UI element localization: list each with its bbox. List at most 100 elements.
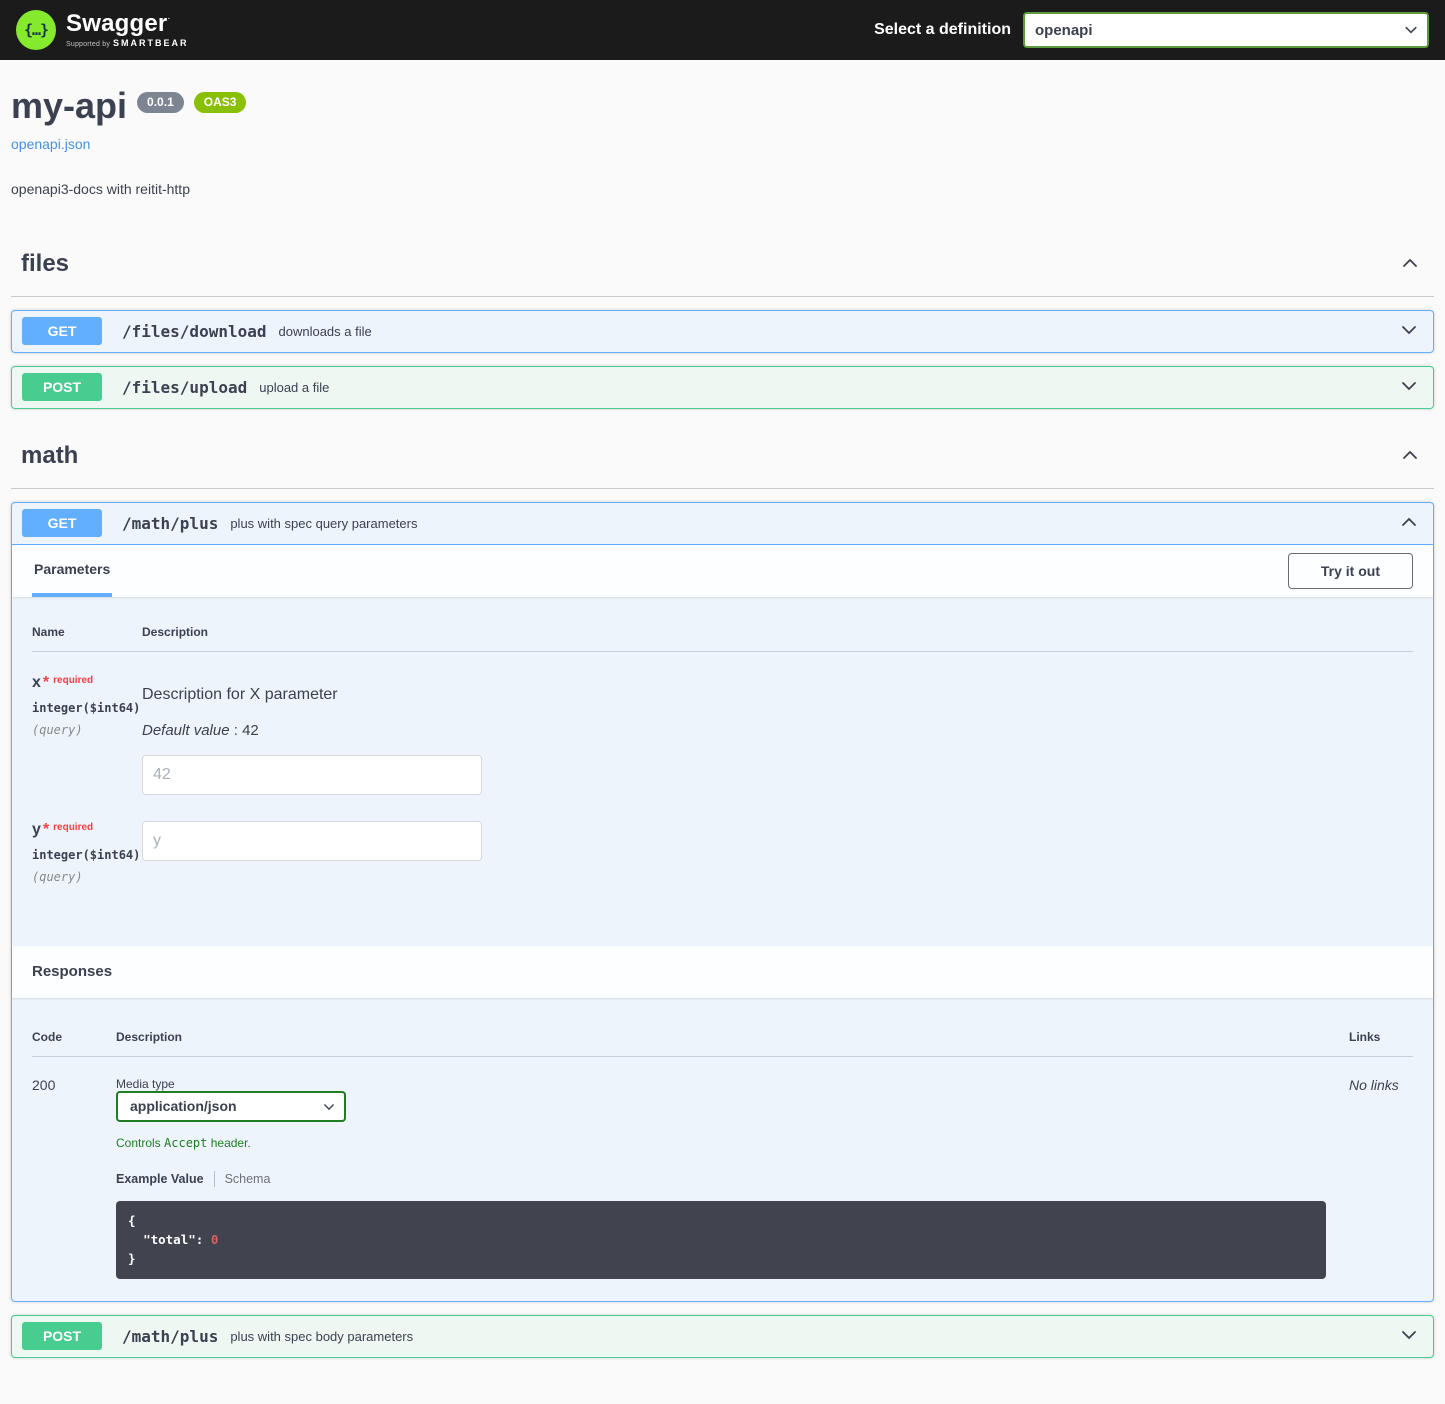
parameter-row-x: x * required integer($int64) (query) Descr… — [32, 652, 1413, 795]
select-definition-label: Select a definition — [874, 21, 1011, 38]
parameter-x-input[interactable] — [142, 754, 482, 795]
parameter-location: (query) — [32, 722, 83, 737]
chevron-down-icon — [1399, 320, 1419, 343]
opblock-summary-get-files-download[interactable]: GET /files/download downloads a file — [12, 311, 1433, 352]
operation-path[interactable]: /files/download — [122, 321, 267, 341]
operation-body: Parameters Try it out Name Description x… — [12, 544, 1433, 1301]
parameter-y-input[interactable] — [142, 820, 482, 861]
section-files: files GET /files/download downloads a fi… — [11, 249, 1434, 409]
column-header-code: Code — [32, 1029, 62, 1044]
method-badge-post: POST — [22, 1322, 102, 1351]
api-info: my-api 0.0.1 OAS3 openapi.json openapi3-… — [11, 60, 1434, 197]
supported-by-text: Supported by SMARTBEAR — [66, 37, 189, 48]
chevron-up-icon — [1399, 512, 1419, 535]
response-code: 200 — [32, 1076, 56, 1093]
parameter-name-cell: y * required integer($int64) (query) — [32, 821, 142, 884]
spec-link[interactable]: openapi.json — [11, 135, 91, 152]
required-label: required — [53, 674, 94, 686]
column-header-links: Links — [1349, 1029, 1381, 1044]
chevron-up-icon — [1400, 445, 1420, 468]
oas3-badge: OAS3 — [193, 92, 247, 113]
swagger-brand-text: Swagger — [66, 10, 168, 38]
opblock-post-math-plus: POST /math/plus plus with spec body para… — [11, 1314, 1434, 1358]
chevron-up-icon — [1400, 253, 1420, 276]
swagger-logo-link[interactable]: {…} Swagger. Supported by SMARTBEAR — [16, 10, 189, 50]
swagger-logo-icon: {…} — [16, 10, 56, 50]
page-title: my-api 0.0.1 OAS3 — [11, 86, 1434, 126]
collapse-files-button[interactable] — [1396, 249, 1424, 280]
chevron-down-icon — [1399, 376, 1419, 399]
json-number-value: 0 — [210, 1231, 219, 1247]
column-header-name: Name — [32, 624, 65, 639]
tab-example-value[interactable]: Example Value — [116, 1171, 204, 1186]
parameter-name: x — [32, 673, 41, 691]
main-content: my-api 0.0.1 OAS3 openapi.json openapi3-… — [0, 60, 1445, 1382]
example-schema-tabs: Example Value Schema — [116, 1170, 1349, 1187]
column-header-description: Description — [142, 624, 209, 639]
parameter-default-value: Default value : 42 — [142, 721, 259, 739]
method-badge-get: GET — [22, 509, 102, 538]
operation-summary: plus with spec query parameters — [230, 515, 418, 531]
opblock-summary-post-files-upload[interactable]: POST /files/upload upload a file — [12, 367, 1433, 408]
opblock-summary-get-math-plus[interactable]: GET /math/plus plus with spec query para… — [12, 503, 1433, 545]
parameter-description: Description for X parameter — [142, 685, 338, 703]
try-it-out-button[interactable]: Try it out — [1287, 552, 1413, 589]
media-type-label: Media type — [116, 1076, 175, 1091]
opblock-get-math-plus: GET /math/plus plus with spec query para… — [11, 501, 1434, 1302]
api-description: openapi3-docs with reitit-http — [11, 180, 190, 197]
response-row-200: 200 Media type application/json — [32, 1057, 1413, 1279]
swagger-trademark: . — [167, 11, 171, 23]
responses-table: Code Description Links 200 Media type ap… — [12, 998, 1433, 1301]
definition-select[interactable]: openapi — [1023, 12, 1429, 48]
collapse-operation-button[interactable] — [1395, 508, 1423, 539]
expand-operation-button[interactable] — [1395, 372, 1423, 403]
api-title-text: my-api — [11, 85, 128, 126]
operation-summary: upload a file — [259, 379, 330, 395]
parameter-name-cell: x * required integer($int64) (query) — [32, 674, 142, 795]
response-description-cell: Media type application/json Controls Acc… — [116, 1077, 1349, 1279]
no-links-text: No links — [1349, 1076, 1399, 1093]
topbar: {…} Swagger. Supported by SMARTBEAR Selec… — [0, 0, 1445, 60]
tab-schema[interactable]: Schema — [224, 1171, 271, 1186]
parameters-header: Parameters Try it out — [12, 544, 1433, 597]
parameters-table: Name Description x * required integer($int… — [12, 597, 1433, 946]
method-badge-get: GET — [22, 317, 102, 346]
parameter-location: (query) — [32, 869, 83, 884]
section-math: math GET /math/plus plus with spec query… — [11, 441, 1434, 1358]
media-type-select[interactable]: application/json — [116, 1090, 346, 1122]
section-files-title: files — [21, 250, 70, 278]
example-value-code-block: { "total": 0 } — [116, 1200, 1326, 1279]
operation-summary: downloads a file — [278, 323, 372, 339]
smartbear-wordmark: SMARTBEAR — [113, 37, 189, 48]
parameter-type: integer($int64) — [32, 847, 141, 862]
column-header-description: Description — [116, 1029, 183, 1044]
version-badge: 0.0.1 — [137, 92, 184, 113]
tab-parameters[interactable]: Parameters — [32, 545, 113, 597]
required-asterisk: * — [42, 673, 50, 691]
section-math-header[interactable]: math — [11, 441, 1434, 489]
collapse-math-button[interactable] — [1396, 441, 1424, 472]
parameter-description-cell: Description for X parameter Default valu… — [142, 674, 1413, 795]
parameter-type: integer($int64) — [32, 700, 141, 715]
parameter-name: y — [32, 820, 41, 838]
opblock-get-files-download: GET /files/download downloads a file — [11, 309, 1434, 353]
tab-divider — [213, 1170, 215, 1187]
opblock-post-files-upload: POST /files/upload upload a file — [11, 365, 1434, 409]
operation-path[interactable]: /math/plus — [122, 513, 219, 533]
method-badge-post: POST — [22, 373, 102, 402]
parameter-description-cell — [142, 820, 1413, 884]
operation-summary: plus with spec body parameters — [230, 1328, 414, 1344]
controls-accept-note: Controls Accept header. — [116, 1135, 251, 1150]
required-label: required — [53, 821, 94, 833]
expand-operation-button[interactable] — [1395, 1321, 1423, 1352]
operation-path[interactable]: /files/upload — [122, 377, 248, 397]
required-asterisk: * — [42, 820, 50, 838]
expand-operation-button[interactable] — [1395, 316, 1423, 347]
section-math-title: math — [21, 442, 79, 470]
opblock-summary-post-math-plus[interactable]: POST /math/plus plus with spec body para… — [12, 1316, 1433, 1357]
parameter-row-y: y * required integer($int64) (query) — [32, 795, 1413, 884]
responses-title: Responses — [32, 963, 113, 981]
section-files-header[interactable]: files — [11, 249, 1434, 297]
operation-path[interactable]: /math/plus — [122, 1326, 219, 1346]
responses-header: Responses — [12, 945, 1433, 998]
